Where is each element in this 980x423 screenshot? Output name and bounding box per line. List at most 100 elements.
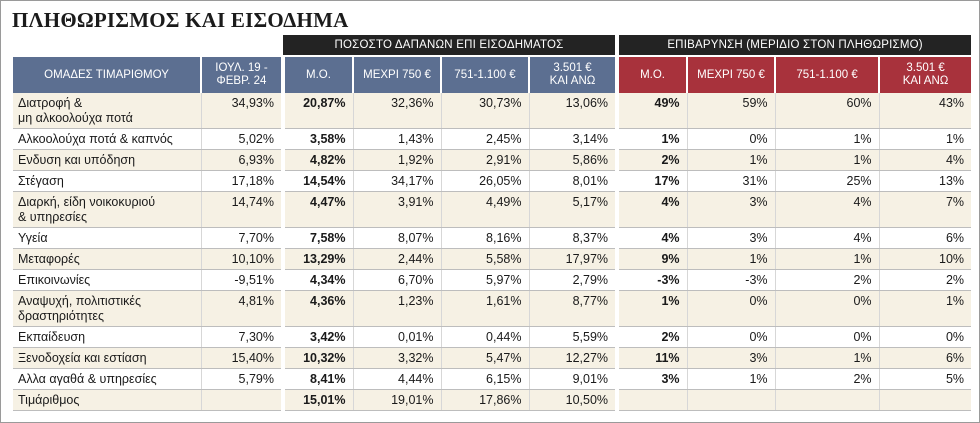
table-cell: 26,05% [440, 170, 529, 192]
table-cell: 1% [686, 368, 776, 390]
table-row: Διαρκή, είδη νοικοκυριού & υπηρεσίες 14,74… [13, 191, 972, 228]
table-cell: 2% [774, 368, 880, 390]
table-row: Αλλα αγαθά & υπηρεσίες 5,79% 8,41% 4,44% 6,1… [13, 368, 972, 390]
column-header-6: Μ.Ο. [615, 55, 688, 93]
table-cell: 0% [774, 290, 880, 327]
column-header-4: 751-1.100 € [440, 55, 529, 93]
table-cell: 4,44% [352, 368, 441, 390]
table-cell: 7,70% [200, 227, 283, 249]
table-cell: 4,49% [440, 191, 529, 228]
table-cell: 0% [686, 326, 776, 348]
table-cell: 60% [774, 93, 880, 129]
table-cell: 32,36% [352, 93, 441, 129]
table-row: Στέγαση 17,18% 14,54% 34,17% 26,05% 8,01% 17% 3… [13, 170, 972, 192]
table-cell: 4% [774, 191, 880, 228]
table-cell: 6,93% [200, 149, 283, 171]
table-row: Μεταφορές 10,10% 13,29% 2,44% 5,58% 17,97% 9% 1… [13, 248, 972, 270]
table-cell: 5,86% [528, 149, 618, 171]
table-cell: 1,43% [352, 128, 441, 150]
table-cell: 5,97% [440, 269, 529, 291]
table-cell: 10,50% [528, 389, 618, 411]
table-cell: 7% [878, 191, 972, 228]
chart-title: ΠΛΗΘΩΡΙΣΜΟΣ ΚΑΙ ΕΙΣΟΔΗΜΑ [12, 8, 349, 32]
table-cell: 8,16% [440, 227, 529, 249]
column-header-7: ΜΕΧΡΙ 750 € [686, 55, 776, 93]
row-label: Διατροφή & μη αλκοολούχα ποτά [13, 93, 201, 129]
table-cell [774, 389, 880, 411]
table-cell: 4,36% [281, 290, 353, 327]
table-cell: 1% [878, 128, 972, 150]
table-cell: 6,15% [440, 368, 529, 390]
table-cell: 2% [774, 269, 880, 291]
table-cell: 20,87% [281, 93, 353, 129]
table-cell: 3,42% [281, 326, 353, 348]
table-cell: 13% [878, 170, 972, 192]
table-cell: 5,58% [440, 248, 529, 270]
table-cell [878, 389, 972, 411]
table-cell: 4% [878, 149, 972, 171]
table-cell: 1,61% [440, 290, 529, 327]
table-cell: 3% [686, 227, 776, 249]
table-cell: 17,18% [200, 170, 283, 192]
table-cell: 8,01% [528, 170, 618, 192]
table-cell [200, 389, 283, 411]
table-row: Αναψυχή, πολιτιστικές δραστηριότητες 4,81%… [13, 290, 972, 327]
table-cell: 59% [686, 93, 776, 129]
row-label: Ξενοδοχεία και εστίαση [13, 347, 201, 369]
table-cell: 0% [686, 128, 776, 150]
table-cell: 1,23% [352, 290, 441, 327]
row-label: Ενδυση και υπόδηση [13, 149, 201, 171]
table-cell: 12,27% [528, 347, 618, 369]
table-cell: 7,58% [281, 227, 353, 249]
table-cell: 34,17% [352, 170, 441, 192]
table-cell: 5,59% [528, 326, 618, 348]
table-cell: 8,07% [352, 227, 441, 249]
table-cell: 19,01% [352, 389, 441, 411]
table-cell: 5,02% [200, 128, 283, 150]
table-cell: 2% [878, 269, 972, 291]
table-cell: 15,40% [200, 347, 283, 369]
table-cell: 14,54% [281, 170, 353, 192]
row-label: Αλκοολούχα ποτά & καπνός [13, 128, 201, 150]
table-cell: 0,44% [440, 326, 529, 348]
data-table: ΠΟΣΟΣΤΟ ΔΑΠΑΝΩΝ ΕΠΙ ΕΙΣΟΔΗΜΑΤΟΣ ΕΠΙΒΑΡΥΝ… [13, 35, 972, 411]
table-cell: 10% [878, 248, 972, 270]
column-header-row: ΟΜΑΔΕΣ ΤΙΜΑΡΙΘΜΟΥ ΙΟΥΛ. 19 - ΦΕΒΡ. 24 Μ.Ο. Μ… [13, 55, 972, 93]
table-cell: -3% [686, 269, 776, 291]
table-row: Επικοινωνίες -9,51% 4,34% 6,70% 5,97% 2,79% -3… [13, 269, 972, 291]
table-cell: 1% [774, 347, 880, 369]
table-cell: 2,91% [440, 149, 529, 171]
table-cell: 2,79% [528, 269, 618, 291]
table-cell: 9,01% [528, 368, 618, 390]
table-cell: 10,32% [281, 347, 353, 369]
table-cell: 8,77% [528, 290, 618, 327]
table-cell: 4% [774, 227, 880, 249]
table-cell: 1% [686, 248, 776, 270]
table-cell: 0% [774, 326, 880, 348]
table-cell: 9% [615, 248, 688, 270]
table-cell: 10,10% [200, 248, 283, 270]
table-cell: 4,81% [200, 290, 283, 327]
table-cell: 13,29% [281, 248, 353, 270]
table-cell [615, 389, 688, 411]
table-cell: 4% [615, 227, 688, 249]
table-cell: 7,30% [200, 326, 283, 348]
table-cell: 5% [878, 368, 972, 390]
table-row: Διατροφή & μη αλκοολούχα ποτά 34,93% 20,87%… [13, 93, 972, 129]
column-group-row: ΠΟΣΟΣΤΟ ΔΑΠΑΝΩΝ ΕΠΙ ΕΙΣΟΔΗΜΑΤΟΣ ΕΠΙΒΑΡΥΝ… [13, 35, 972, 56]
table-cell: 6% [878, 347, 972, 369]
table-cell: -9,51% [200, 269, 283, 291]
table-row: Εκπαίδευση 7,30% 3,42% 0,01% 0,44% 5,59% 2% 0% 0… [13, 326, 972, 348]
table-cell: 2% [615, 149, 688, 171]
table-cell: 5,17% [528, 191, 618, 228]
table-cell: 3% [686, 191, 776, 228]
row-label: Μεταφορές [13, 248, 201, 270]
column-header-8: 751-1.100 € [774, 55, 880, 93]
table-cell: 2,44% [352, 248, 441, 270]
group-blank [13, 35, 283, 56]
table-cell: 30,73% [440, 93, 529, 129]
table-cell: 4,82% [281, 149, 353, 171]
table-cell: 0% [878, 326, 972, 348]
table-row: Υγεία 7,70% 7,58% 8,07% 8,16% 8,37% 4% 3% 4% 6% [13, 227, 972, 249]
table-cell: 5,79% [200, 368, 283, 390]
